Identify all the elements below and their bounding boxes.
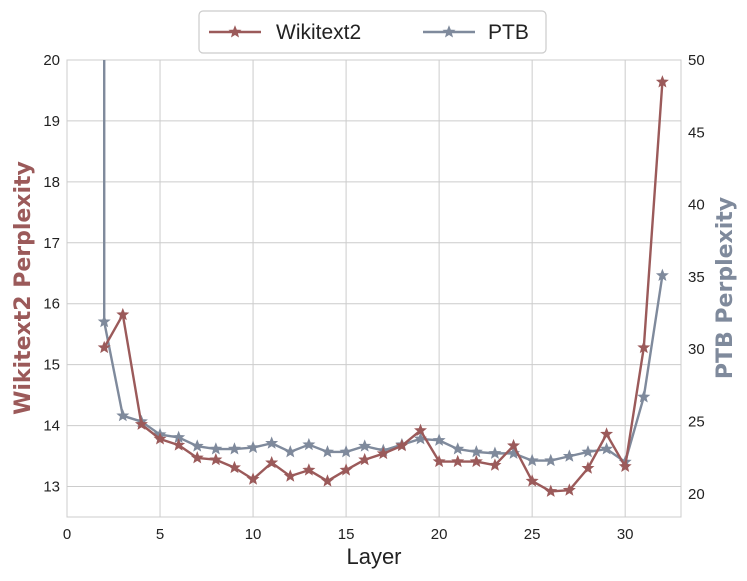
x-tick-label: 20 — [431, 526, 448, 543]
data-point-wikitext2 — [265, 455, 279, 469]
legend-label-ptb: PTB — [488, 21, 529, 44]
data-point-wikitext2 — [414, 423, 428, 436]
data-point-wikitext2 — [116, 307, 130, 321]
data-point-wikitext2 — [544, 484, 558, 497]
data-point-ptb — [320, 445, 334, 458]
right-y-axis-title: PTB Perplexity — [713, 197, 738, 379]
data-point-wikitext2 — [153, 432, 167, 445]
data-point-wikitext2 — [97, 340, 111, 354]
data-point-ptb — [246, 440, 260, 454]
data-point-wikitext2 — [209, 452, 223, 466]
data-point-wikitext2 — [134, 417, 148, 430]
left-y-axis-title: Wikitext2 Perplexity — [11, 161, 36, 415]
right-y-tick-label: 50 — [688, 52, 705, 69]
data-point-wikitext2 — [469, 454, 483, 468]
data-point-wikitext2 — [395, 438, 409, 452]
data-point-wikitext2 — [637, 340, 651, 354]
x-tick-label: 10 — [245, 526, 262, 543]
data-point-ptb — [525, 453, 539, 467]
data-point-ptb — [432, 433, 446, 446]
gridlines — [66, 59, 681, 517]
data-point-wikitext2 — [562, 483, 576, 496]
data-point-wikitext2 — [358, 452, 372, 466]
right-y-tick-label: 30 — [688, 341, 705, 358]
legend-star — [228, 25, 242, 38]
data-point-wikitext2 — [302, 463, 316, 476]
data-point-wikitext2 — [600, 427, 614, 440]
x-tick-label: 0 — [63, 526, 71, 543]
data-point-wikitext2 — [283, 469, 297, 482]
right-y-tick-label: 35 — [688, 269, 705, 286]
data-point-ptb — [227, 442, 241, 455]
data-point-wikitext2 — [618, 459, 632, 472]
data-point-wikitext2 — [451, 454, 465, 468]
legend: Wikitext2 PTB — [198, 10, 547, 54]
data-point-wikitext2 — [172, 438, 186, 451]
x-tick-label: 25 — [524, 526, 541, 543]
data-point-wikitext2 — [525, 474, 539, 487]
right-y-tick-label: 40 — [688, 197, 705, 214]
data-point-ptb — [581, 445, 595, 458]
right-y-tick-label: 20 — [688, 486, 705, 503]
data-point-ptb — [600, 442, 614, 455]
data-point-ptb — [544, 453, 558, 467]
data-point-ptb — [209, 442, 223, 455]
data-point-ptb — [302, 437, 316, 451]
x-tick-labels: 0 5 10 15 20 25 30 — [63, 526, 634, 543]
legend-star — [442, 25, 456, 38]
left-y-tick-label: 13 — [43, 479, 60, 496]
right-y-tick-label: 45 — [688, 124, 705, 141]
data-point-wikitext2 — [655, 75, 669, 88]
left-y-tick-labels: 13 14 15 16 17 18 19 20 — [43, 52, 60, 496]
data-point-wikitext2 — [376, 446, 390, 460]
data-point-ptb — [339, 445, 353, 458]
data-point-ptb — [451, 442, 465, 455]
data-point-ptb — [488, 446, 502, 459]
legend-marker-ptb — [442, 25, 456, 38]
data-point-wikitext2 — [339, 463, 353, 476]
data-point-ptb — [283, 445, 297, 458]
data-point-ptb — [358, 439, 372, 452]
right-y-tick-labels: 20 25 30 35 40 45 50 — [688, 52, 705, 503]
data-point-wikitext2 — [581, 461, 595, 474]
data-point-wikitext2 — [246, 472, 260, 485]
data-point-wikitext2 — [432, 454, 446, 468]
series-layer — [97, 60, 669, 497]
left-y-tick-label: 14 — [43, 418, 60, 435]
left-y-tick-label: 20 — [43, 52, 60, 69]
left-y-tick-label: 18 — [43, 174, 60, 191]
left-y-tick-label: 17 — [43, 235, 60, 252]
left-y-tick-label: 16 — [43, 296, 60, 313]
data-point-ptb — [469, 445, 483, 458]
data-point-ptb — [655, 268, 669, 282]
data-point-ptb — [562, 449, 576, 462]
data-point-wikitext2 — [507, 438, 521, 452]
data-point-ptb — [116, 408, 130, 422]
data-point-ptb — [265, 436, 279, 449]
data-point-ptb — [637, 390, 651, 403]
data-point-ptb — [190, 439, 204, 452]
legend-box — [198, 10, 547, 54]
x-axis-title: Layer — [346, 544, 401, 569]
data-point-wikitext2 — [320, 474, 334, 487]
data-point-wikitext2 — [190, 451, 204, 464]
x-tick-label: 5 — [156, 526, 164, 543]
right-y-tick-label: 25 — [688, 414, 705, 431]
data-point-ptb — [97, 314, 111, 328]
left-y-tick-label: 15 — [43, 357, 60, 374]
data-point-wikitext2 — [227, 460, 241, 474]
legend-marker-wikitext2 — [228, 25, 242, 38]
x-tick-label: 15 — [338, 526, 355, 543]
left-y-tick-label: 19 — [43, 113, 60, 130]
x-tick-label: 30 — [617, 526, 634, 543]
legend-label-wikitext2: Wikitext2 — [276, 21, 361, 44]
data-point-wikitext2 — [488, 458, 502, 471]
